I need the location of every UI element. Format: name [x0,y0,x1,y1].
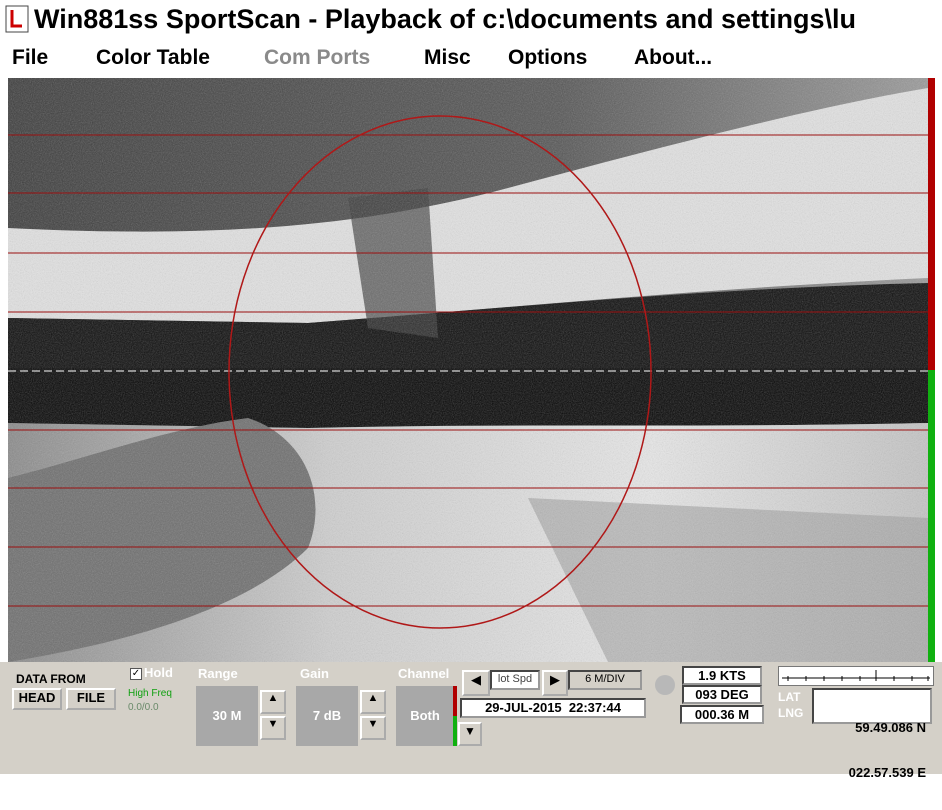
position: 59.49.086 N 022.57.539 E [812,688,932,780]
menu-item: Com Ports [264,46,371,69]
latitude: 59.49.086 N [855,720,926,735]
menu-item[interactable]: Options [508,46,588,69]
control-panel: DATA FROM HEAD FILE ✓ Hold High Freq 0.0… [0,662,942,780]
window-title: Win881ss SportScan - Playback of c:\docu… [34,4,856,34]
plot-speed: lot Spd [490,670,540,690]
menu-item[interactable]: Misc [424,46,471,69]
sonar-image [8,78,928,662]
label: High Freq [128,688,172,699]
app-icon [5,5,29,33]
channel-stbd [453,716,457,746]
channel-down[interactable]: ▼ [458,722,482,746]
app-window: Win881ss SportScan - Playback of c:\docu… [0,4,942,780]
range-up[interactable]: ▲ [260,690,286,714]
gain-up[interactable]: ▲ [360,690,386,714]
scale: 6 M/DIV [568,670,642,690]
label: LNG [778,706,804,720]
status-light [655,675,675,695]
longitude: 022.57.539 E [848,765,926,780]
freq-value: 0.0/0.0 [128,702,159,713]
hold-checkbox[interactable]: ✓ [130,668,142,680]
gain-down[interactable]: ▼ [360,716,386,740]
gain-value: 7 dB [296,686,358,746]
menu-item[interactable]: File [12,46,49,69]
speed-left[interactable]: ◀ [462,670,490,696]
scale-bar [778,666,934,686]
range-down[interactable]: ▼ [260,716,286,740]
heading: 093 DEG [682,685,762,704]
port-bar [928,78,935,370]
channel-port [453,686,457,716]
file-button[interactable]: FILE [66,688,116,710]
datetime: 29-JUL-2015 22:37:44 [460,698,646,718]
label: Gain [300,666,329,681]
channel-value: Both [396,686,454,746]
menu-item[interactable]: Color Table [96,46,210,69]
menu-item[interactable]: About... [634,46,713,69]
speed: 1.9 KTS [682,666,762,685]
label: LAT [778,690,801,704]
head-button[interactable]: HEAD [12,688,62,710]
distance: 000.36 M [680,705,764,724]
label: DATA FROM [16,672,86,686]
label: Hold [144,665,173,680]
label: Range [198,666,238,681]
label: Channel [398,666,450,681]
range-value: 30 M [196,686,258,746]
starboard-bar [928,370,935,662]
speed-right[interactable]: ▶ [542,670,568,696]
